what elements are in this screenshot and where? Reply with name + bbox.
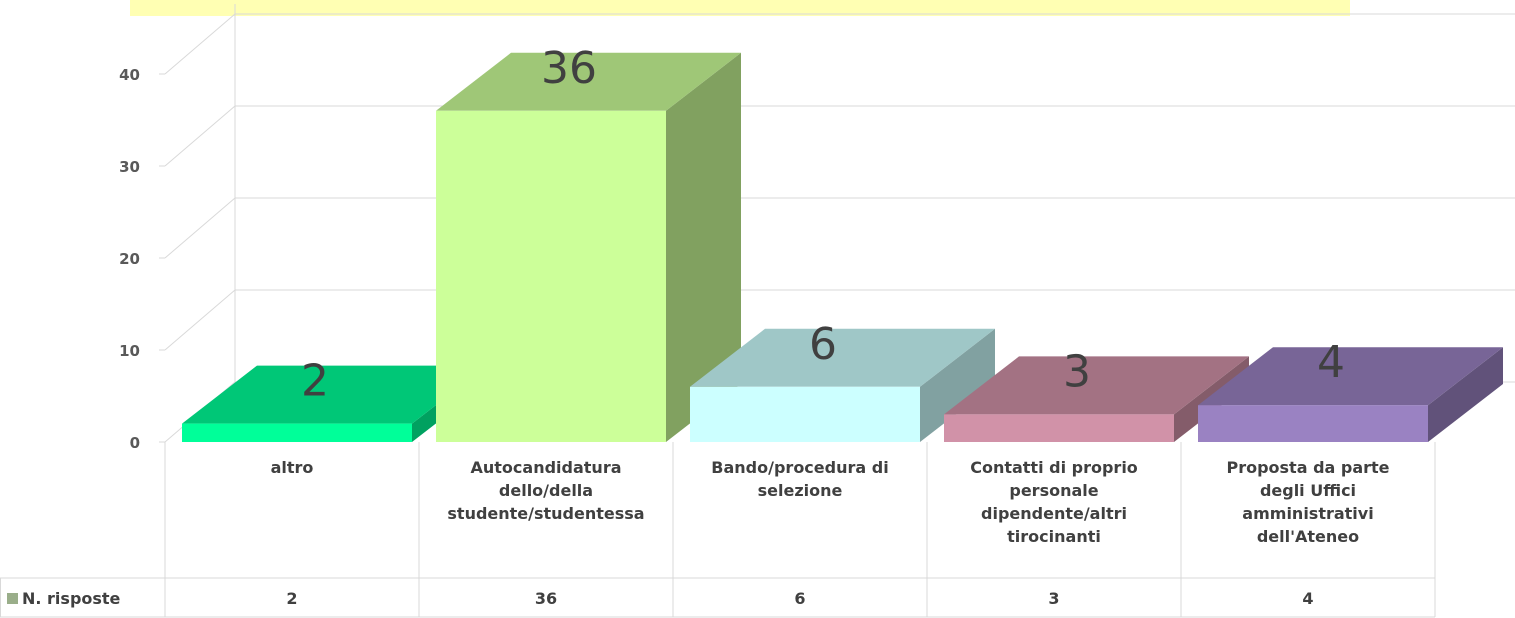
grid-line: [164, 289, 1515, 351]
bar-side: [1428, 347, 1503, 442]
bar-top: [690, 328, 995, 387]
data-label: 2: [301, 356, 329, 407]
bar-side: [666, 52, 741, 443]
bar-top: [1198, 347, 1503, 406]
bar-side: [920, 328, 995, 442]
table-value: 4: [1302, 589, 1314, 608]
bar: [944, 414, 1174, 442]
legend-swatch: [7, 593, 18, 604]
grid-line: [164, 105, 1515, 167]
data-label: 3: [1063, 346, 1091, 397]
title-banner: [130, 0, 1350, 16]
x-tick-label: altro: [270, 458, 314, 477]
grid-line: [164, 13, 1515, 75]
bar: [436, 110, 666, 443]
y-tick-label: 30: [119, 158, 140, 176]
y-tick-label: 10: [119, 342, 140, 360]
bar-top: [182, 365, 487, 424]
bar-top: [436, 52, 741, 111]
table-value: 6: [794, 589, 806, 608]
table-value: 36: [534, 589, 558, 608]
y-tick-label: 40: [119, 66, 140, 84]
x-tick-label: Bando/procedura di selezione: [711, 458, 889, 500]
table-value: 2: [286, 589, 298, 608]
y-tick-label: 20: [119, 250, 140, 268]
grid-line: [164, 197, 1515, 259]
data-label: 4: [1317, 337, 1345, 388]
x-tick-label: Proposta da parte degli Uffici amministr…: [1226, 458, 1390, 546]
x-tick-label: Contatti di proprio personale dipendente…: [970, 458, 1138, 546]
data-label: 36: [541, 43, 597, 94]
legend-label: N. risposte: [22, 589, 121, 608]
bar-top: [944, 356, 1249, 415]
bar: [182, 423, 412, 442]
bar: [1198, 405, 1428, 442]
x-tick-label: Autocandidatura dello/della studente/stu…: [447, 458, 645, 523]
bar: [690, 386, 920, 442]
y-tick-label: 0: [130, 434, 140, 452]
data-label: 6: [809, 319, 837, 370]
table-value: 3: [1048, 589, 1060, 608]
